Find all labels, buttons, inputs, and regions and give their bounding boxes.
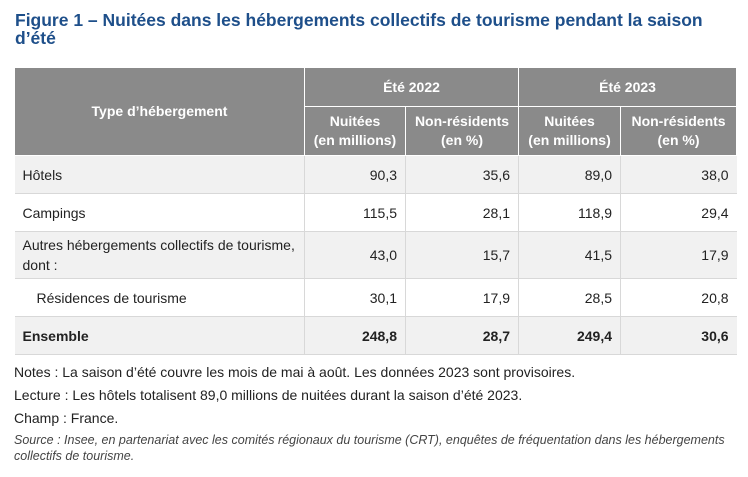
cell-value: 28,1 <box>404 193 519 232</box>
header-type-hebergement: Type d’hébergement <box>14 67 305 156</box>
cell-value: 115,5 <box>304 193 406 232</box>
cell-value: 38,0 <box>620 155 737 194</box>
row-label: Campings <box>14 193 305 232</box>
data-table: Type d’hébergement Été 2022 Été 2023 Nui… <box>14 67 738 355</box>
cell-value: 20,8 <box>620 278 737 317</box>
row-label: Hôtels <box>14 155 305 194</box>
cell-value: 41,5 <box>518 231 621 279</box>
table-row-residences-de-tourisme: Résidences de tourisme 30,1 17,9 28,5 20… <box>14 278 737 317</box>
cell-value: 30,1 <box>304 278 406 317</box>
notes-section: Notes : La saison d’été couvre les mois … <box>14 362 734 464</box>
header-nuitees-2023: Nuitées (en millions) <box>518 106 622 156</box>
header-line: Non-résidents <box>414 113 510 129</box>
cell-value: 28,7 <box>404 316 519 355</box>
cell-value: 90,3 <box>304 155 406 194</box>
cell-value: 29,4 <box>620 193 737 232</box>
cell-value: 118,9 <box>518 193 621 232</box>
header-nuitees-2022: Nuitées (en millions) <box>304 106 406 156</box>
header-line: (en %) <box>657 132 700 148</box>
champ-text: Champ : France. <box>14 410 119 426</box>
cell-value: 17,9 <box>404 278 519 317</box>
row-label: Résidences de tourisme <box>14 278 305 317</box>
cell-value: 248,8 <box>304 316 406 355</box>
header-group-ete-2022: Été 2022 <box>303 67 520 107</box>
notes-text: Notes : La saison d’été couvre les mois … <box>14 364 576 380</box>
cell-value: 17,9 <box>620 231 737 279</box>
header-line: Nuitées <box>544 113 595 129</box>
cell-value: 30,6 <box>620 316 737 355</box>
cell-value: 89,0 <box>518 155 621 194</box>
header-non-residents-2023: Non-résidents (en %) <box>620 106 738 156</box>
header-line: Nuitées <box>329 113 381 129</box>
cell-value: 43,0 <box>304 231 406 279</box>
table-row-campings: Campings 115,5 28,1 118,9 29,4 <box>14 193 737 232</box>
header-non-residents-2022: Non-résidents (en %) <box>404 106 520 156</box>
cell-value: 15,7 <box>404 231 519 279</box>
cell-value: 35,6 <box>404 155 519 194</box>
header-group-ete-2023: Été 2023 <box>518 67 738 107</box>
cell-value: 28,5 <box>518 278 621 317</box>
cell-value: 249,4 <box>518 316 621 355</box>
lecture-text: Lecture : Les hôtels totalisent 89,0 mil… <box>14 387 523 403</box>
table-row-hotels: Hôtels 90,3 35,6 89,0 38,0 <box>14 155 737 194</box>
source-text: Source : Insee, en partenariat avec les … <box>14 433 725 463</box>
row-label: Autres hébergements collectifs de touris… <box>14 231 305 279</box>
table-row-autres-hebergements: Autres hébergements collectifs de touris… <box>14 231 737 279</box>
row-label: Ensemble <box>14 316 305 355</box>
header-line: Non-résidents <box>631 113 726 129</box>
figure-title: Figure 1 – Nuitées dans les hébergements… <box>15 10 703 48</box>
header-line: (en millions) <box>528 132 611 148</box>
header-line: (en %) <box>441 132 483 148</box>
table-row-ensemble: Ensemble 248,8 28,7 249,4 30,6 <box>14 316 737 355</box>
header-line: (en millions) <box>313 132 397 148</box>
